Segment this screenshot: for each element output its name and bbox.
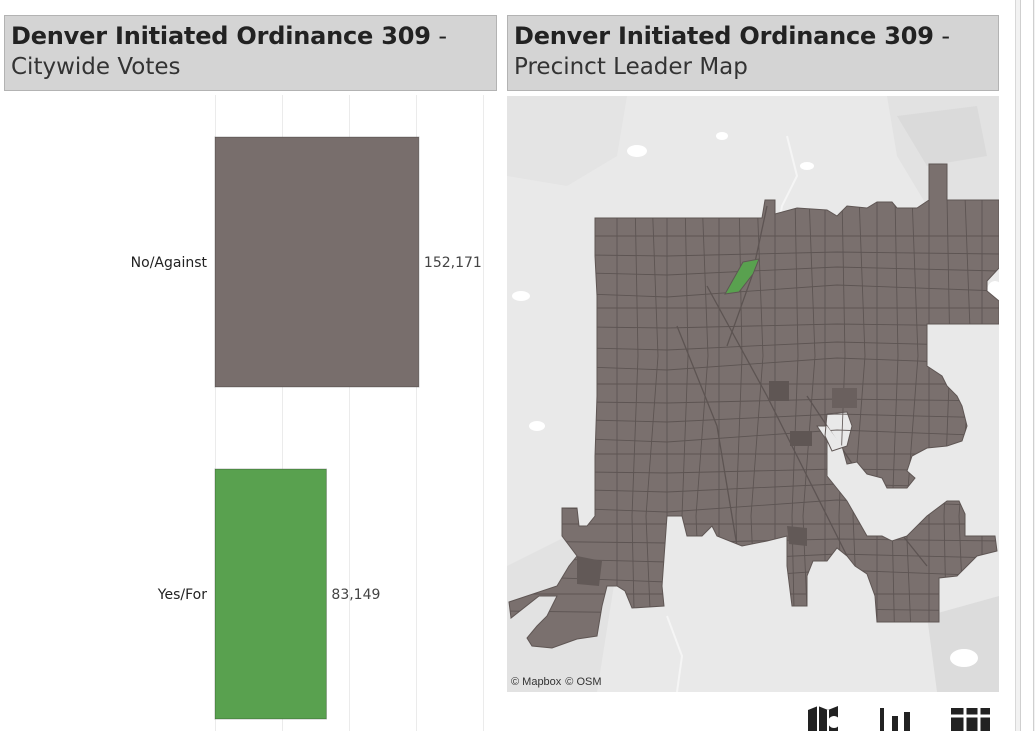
citywide-title-dash: - — [430, 22, 448, 50]
map-title-dash: - — [933, 22, 951, 50]
bar-chart-svg: No/Against 152,171 Yes/For 83,149 — [131, 95, 484, 731]
table-view-icon[interactable] — [950, 704, 990, 731]
citywide-votes-chart[interactable]: No/Against 152,171 Yes/For 83,149 — [0, 95, 500, 731]
map-attribution[interactable]: © Mapbox © OSM — [511, 676, 606, 688]
citywide-title: Denver Initiated Ordinance 309 — [11, 22, 431, 50]
map-title: Denver Initiated Ordinance 309 — [514, 22, 934, 50]
value-label: 152,171 — [424, 255, 482, 271]
osm-attribution[interactable]: © OSM — [565, 676, 602, 688]
bar-no-against[interactable] — [214, 136, 420, 388]
map-view-icon[interactable] — [806, 704, 846, 731]
citywide-votes-header: Denver Initiated Ordinance 309 - Citywid… — [4, 15, 497, 91]
bar-yes-for[interactable] — [214, 468, 327, 720]
category-label: Yes/For — [157, 587, 207, 603]
map-subtitle: Precinct Leader Map — [514, 54, 748, 80]
value-label: 83,149 — [331, 587, 380, 603]
mapbox-attribution[interactable]: © Mapbox — [511, 676, 562, 688]
bar-chart-icon[interactable] — [876, 704, 916, 731]
scrollbar-thumb[interactable] — [1020, 0, 1034, 731]
category-label: No/Against — [131, 255, 208, 271]
precinct-map-header: Denver Initiated Ordinance 309 - Precinc… — [507, 15, 999, 91]
citywide-subtitle: Citywide Votes — [11, 54, 181, 80]
precinct-map[interactable]: © Mapbox © OSM — [507, 96, 999, 692]
map-svg — [507, 96, 999, 692]
